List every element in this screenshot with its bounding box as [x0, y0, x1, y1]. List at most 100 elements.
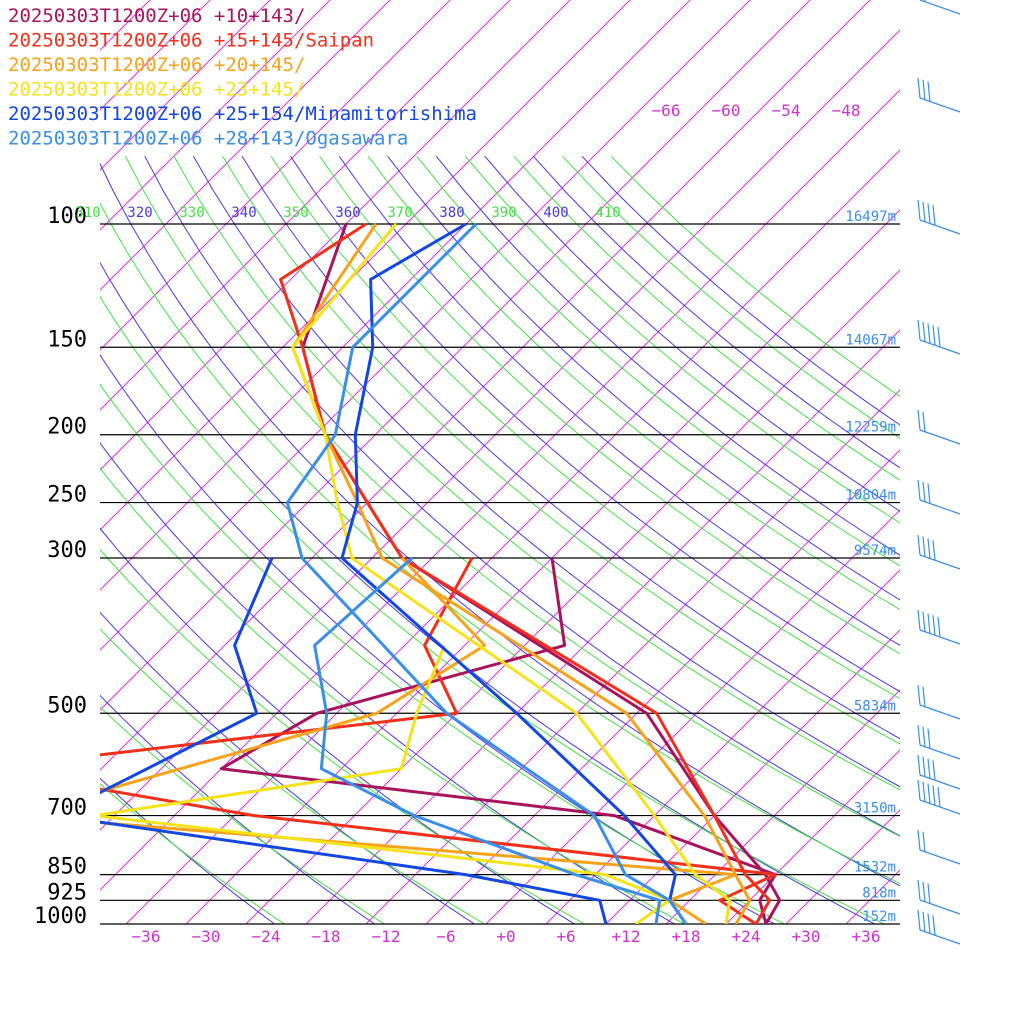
dry-adiabat-line: [100, 354, 776, 924]
isotherm-line: [665, 689, 900, 924]
isotherm-line: [485, 509, 900, 924]
temperature-tick-label: −36: [132, 927, 161, 946]
pressure-label: 500: [47, 693, 87, 718]
moist-adiabat-line: [100, 783, 286, 924]
isotherm-line: [185, 209, 900, 924]
dewpoint-profile-line: [313, 556, 662, 924]
height-label: 3150m: [854, 801, 896, 817]
pressure-label: 925: [47, 880, 87, 905]
isotherm-line: [100, 0, 871, 771]
isotherm-line: [100, 0, 571, 471]
isotherm-line: [100, 0, 331, 231]
pressure-label: 250: [47, 483, 87, 508]
dewpoint-profile-line: [100, 557, 608, 924]
moist-adiabat-line: [319, 155, 900, 655]
height-label: 818m: [862, 885, 896, 901]
isotherm-line: [245, 269, 900, 924]
isotherm-line: [100, 0, 751, 651]
dry-adiabat-line: [338, 155, 900, 646]
height-label: 9574m: [854, 543, 896, 559]
theta-label: 360: [335, 205, 360, 221]
dry-adiabat-line: [100, 261, 876, 924]
theta-label: 340: [231, 205, 256, 221]
dry-adiabat-line: [100, 694, 376, 924]
moist-adiabat-line: [464, 155, 900, 524]
isotherm-line: [100, 89, 900, 891]
wind-barb-icon: [919, 0, 961, 15]
wind-barb-icon: [917, 319, 961, 355]
moist-adiabat-line: [100, 628, 486, 924]
isotherm-line: [100, 0, 271, 171]
moist-adiabat-line: [416, 155, 900, 567]
dry-adiabat-line: [100, 777, 276, 924]
isotherm-line: [785, 809, 900, 924]
dry-adiabat-line: [290, 155, 900, 693]
wind-barb-icon: [917, 754, 961, 790]
upper-temperature-label: −54: [772, 101, 801, 120]
temperature-tick-label: +30: [792, 927, 821, 946]
legend-entry: 20250303T1200Z+06 +15+145/Saipan: [8, 30, 374, 52]
theta-label: 320: [127, 205, 152, 221]
moist-adiabat-line: [124, 155, 900, 837]
theta-label: 370: [387, 205, 412, 221]
temperature-profile-line: [340, 222, 688, 924]
theta-label: 390: [491, 205, 516, 221]
theta-label: 380: [439, 205, 464, 221]
dewpoint-profile-line: [100, 557, 777, 924]
dry-adiabat-line: [435, 155, 900, 556]
temperature-tick-label: +0: [496, 927, 515, 946]
isotherm-line: [100, 0, 211, 111]
wind-barb-icon: [917, 409, 961, 445]
isotherm-line: [100, 0, 631, 531]
isotherm-line: [425, 449, 900, 924]
legend-entry: 20250303T1200Z+06 +25+154/Minamitorishim…: [8, 103, 477, 125]
upper-temperature-label: −60: [712, 101, 741, 120]
temperature-profile-line: [279, 222, 772, 924]
temperature-tick-label: −24: [252, 927, 281, 946]
theta-label: 400: [543, 205, 568, 221]
dry-adiabat-line: [387, 155, 900, 601]
dry-adiabat-line: [100, 527, 576, 924]
isotherm-line: [100, 0, 511, 411]
theta-label: 350: [283, 205, 308, 221]
wind-barb-icon: [917, 829, 961, 865]
upper-temperature-label: −48: [832, 101, 861, 120]
isotherm-line: [725, 749, 900, 924]
pressure-label: 1000: [34, 904, 87, 929]
moist-adiabat-line: [270, 155, 900, 700]
isotherm-line: [100, 0, 451, 351]
wind-barb-icon: [917, 479, 961, 515]
temperature-profile-line: [285, 222, 688, 924]
theta-label: 410: [595, 205, 620, 221]
isotherm-line: [365, 389, 900, 924]
dry-adiabat-line: [484, 155, 900, 512]
legend-entry: 20250303T1200Z+06 +20+145/: [8, 54, 305, 76]
isotherm-line: [100, 0, 151, 51]
height-label: 12259m: [845, 420, 896, 436]
legend-entry: 20250303T1200Z+06 +23+145/: [8, 79, 305, 101]
isotherm-line: [966, 0, 1024, 924]
height-label: 5834m: [854, 698, 896, 714]
legend-entry: 20250303T1200Z+06 +10+143/: [8, 5, 305, 27]
temperature-profile-line: [291, 223, 732, 924]
theta-label: 310: [75, 205, 100, 221]
wind-barb-icon: [917, 609, 961, 645]
wind-barb-icon: [917, 909, 961, 945]
wind-barb-icon: [917, 724, 961, 760]
height-label: 152m: [862, 909, 896, 925]
wind-barb-icon: [917, 879, 961, 915]
dewpoint-profile-line: [219, 557, 777, 924]
dry-adiabat-line: [192, 155, 900, 788]
height-label: 10804m: [845, 488, 896, 504]
temperature-tick-label: −12: [372, 927, 401, 946]
dewpoint-profile-line: [100, 556, 737, 924]
moist-adiabat-line: [173, 155, 900, 791]
pressure-label: 700: [47, 796, 87, 821]
temperature-tick-label: +24: [732, 927, 761, 946]
moist-adiabat-line: [367, 155, 900, 611]
temperature-tick-label: +18: [672, 927, 701, 946]
moist-adiabat-line: [100, 202, 900, 885]
pressure-label: 850: [47, 855, 87, 880]
wind-barb-icon: [917, 77, 961, 113]
